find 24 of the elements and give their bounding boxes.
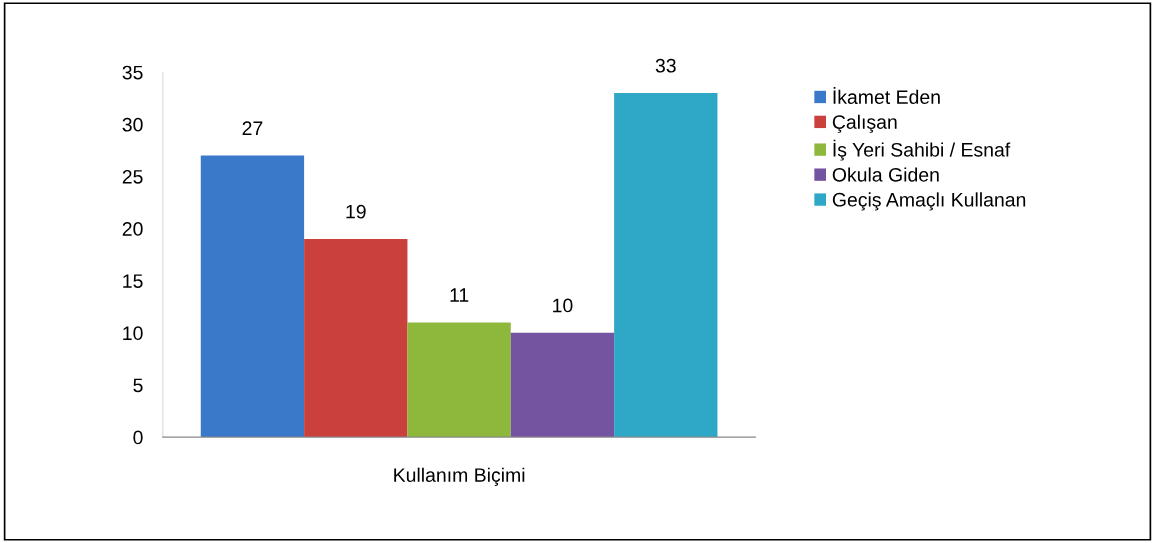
data-label: 19 <box>346 204 366 219</box>
data-label: 27 <box>242 121 263 135</box>
y-tick-label: 10 <box>123 326 143 341</box>
bar <box>614 93 718 438</box>
x-tick-label: Kullanım Biçimi <box>394 467 525 486</box>
y-tick-label: 15 <box>123 274 143 288</box>
legend-label: İkamet Eden <box>833 87 940 104</box>
bar <box>407 322 511 438</box>
y-tick-label: 20 <box>122 222 143 236</box>
data-label: 33 <box>655 58 676 73</box>
legend-label: İş Yeri Sahibi / Esnaf <box>833 139 1011 161</box>
y-tick-label: 0 <box>133 430 143 445</box>
y-tick-label: 25 <box>122 169 143 184</box>
y-tick-label: 30 <box>122 117 143 132</box>
y-tick-label: 5 <box>133 378 143 393</box>
bar <box>510 332 615 438</box>
legend-label: Okula Giden <box>832 167 939 182</box>
data-label: 10 <box>553 298 573 313</box>
legend-label: Çalışan <box>832 114 897 133</box>
legend-label: Geçiş Amaçlı Kullanan <box>832 192 1026 211</box>
y-tick-label: 35 <box>122 65 143 80</box>
bar <box>304 239 408 438</box>
data-label: 11 <box>450 288 469 302</box>
bar <box>200 155 305 438</box>
